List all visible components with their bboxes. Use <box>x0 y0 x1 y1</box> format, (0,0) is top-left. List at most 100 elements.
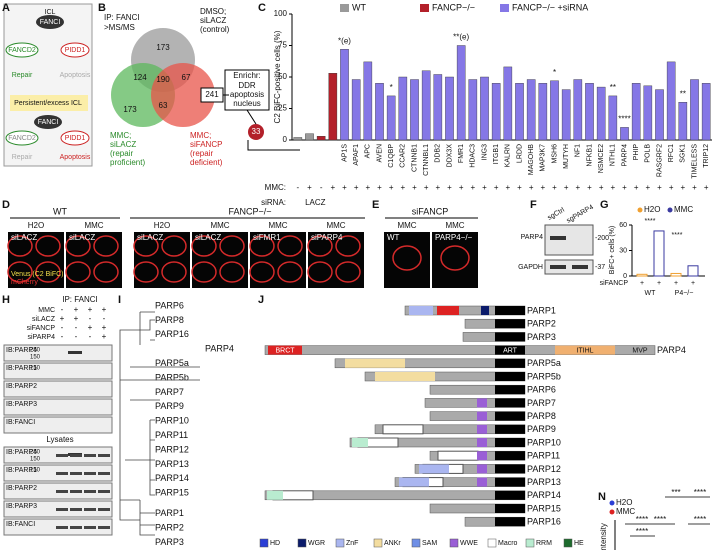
label: FANCP−/− <box>228 206 271 216</box>
mmc-sign: + <box>669 183 674 192</box>
label: + <box>74 314 79 323</box>
micrograph <box>384 232 430 288</box>
x-tick-label: C1QBP <box>388 144 395 168</box>
label: - <box>75 323 78 332</box>
label: ZnF <box>346 540 358 547</box>
label: 150 <box>30 468 41 474</box>
mmc-sign: + <box>307 183 312 192</box>
legend-swatch <box>335 538 345 548</box>
label: siFANCP <box>412 206 449 216</box>
mmc-sign: + <box>505 183 510 192</box>
label: MVP <box>632 347 648 354</box>
label: PARP15 <box>527 503 561 513</box>
ithl-domain <box>555 345 615 355</box>
wwe-domain <box>477 398 487 408</box>
nucleus <box>335 261 361 283</box>
label: siFANCP <box>27 325 56 332</box>
label: + <box>102 323 107 332</box>
band <box>98 490 110 493</box>
label: PARP12 <box>155 444 189 454</box>
label: Enrichr: <box>233 71 261 80</box>
micrograph <box>8 232 64 288</box>
label: **** <box>694 488 706 497</box>
label: + <box>674 280 678 287</box>
nucleus <box>65 261 91 283</box>
band <box>98 508 110 511</box>
label: WGR <box>308 540 325 547</box>
bar <box>293 137 303 141</box>
label: siLACZ <box>69 233 95 242</box>
bar <box>421 70 431 141</box>
nucleus <box>307 261 333 283</box>
label: IB:PARP4 <box>6 449 37 456</box>
art-domain <box>495 517 525 527</box>
label: MMC; <box>110 131 131 140</box>
y-axis-label: C2 BiFC-positive cells (%) <box>273 30 282 123</box>
label: (control) <box>200 25 230 34</box>
protein-bar <box>264 345 656 355</box>
label: PARP11 <box>527 451 560 461</box>
nucleus <box>219 261 245 283</box>
mmc-sign: + <box>634 183 639 192</box>
label: PARP1 <box>155 508 184 518</box>
band <box>550 265 566 269</box>
label: mCherry <box>11 279 38 286</box>
art-domain <box>495 451 525 461</box>
label: PARP7 <box>155 387 184 397</box>
label: PARP4 <box>657 345 686 355</box>
legend-label: FANCP−/− +siRNA <box>512 2 588 12</box>
legend-swatch <box>259 538 269 548</box>
y-tick-label: 0 <box>283 135 288 144</box>
label: siPARP4 <box>28 334 56 341</box>
label: siLACZ <box>195 233 221 242</box>
x-tick-label: FMR1 <box>458 144 465 163</box>
label: siLACZ <box>11 233 37 242</box>
nucleus <box>7 261 33 283</box>
tree <box>119 311 200 536</box>
mmc-sign: - <box>296 183 299 192</box>
panel-letter: N <box>598 491 606 503</box>
micrograph <box>432 232 478 288</box>
label: siFMR1 <box>253 233 281 242</box>
blot <box>3 344 113 362</box>
x-tick-label: SGK1 <box>680 144 687 163</box>
art-domain <box>495 398 525 408</box>
nucleus <box>191 235 217 257</box>
mmc-sign: + <box>552 183 557 192</box>
label: PARP4 <box>205 344 234 354</box>
label: *** <box>671 488 680 497</box>
label: PARP6 <box>155 300 184 310</box>
label: PARP4 <box>521 234 544 241</box>
annotation: * <box>553 68 556 77</box>
micrograph <box>250 232 306 288</box>
label: + <box>88 305 93 314</box>
label: PARP5a <box>155 358 189 368</box>
nucleus <box>161 261 187 283</box>
label: IP: FANCI <box>62 295 98 304</box>
label: - <box>75 332 78 341</box>
pidd1-shape <box>60 130 90 146</box>
label: PARP3 <box>155 537 184 547</box>
control-label: LACZ <box>305 198 326 207</box>
pidd1-shape <box>60 42 90 58</box>
nucleus <box>307 235 333 257</box>
fanci-shape <box>34 115 62 129</box>
label: - <box>89 332 92 341</box>
mmc-sign: + <box>610 183 615 192</box>
label: IB:PARP4 <box>6 347 37 354</box>
label: 33 <box>252 127 261 136</box>
legend-swatch <box>420 4 429 12</box>
x-tick-label: NF1 <box>575 144 582 157</box>
brct-domain <box>437 306 459 315</box>
mmc-sign: + <box>459 183 464 192</box>
art-domain <box>495 345 525 355</box>
x-tick-label: HDAC3 <box>470 144 477 168</box>
label: -37 <box>595 264 605 271</box>
label: MMC <box>674 205 693 214</box>
label: -200 <box>595 235 609 242</box>
significance-lines <box>625 496 710 537</box>
label: PARP5b <box>527 371 561 381</box>
bar <box>666 61 676 141</box>
blot <box>3 398 113 416</box>
